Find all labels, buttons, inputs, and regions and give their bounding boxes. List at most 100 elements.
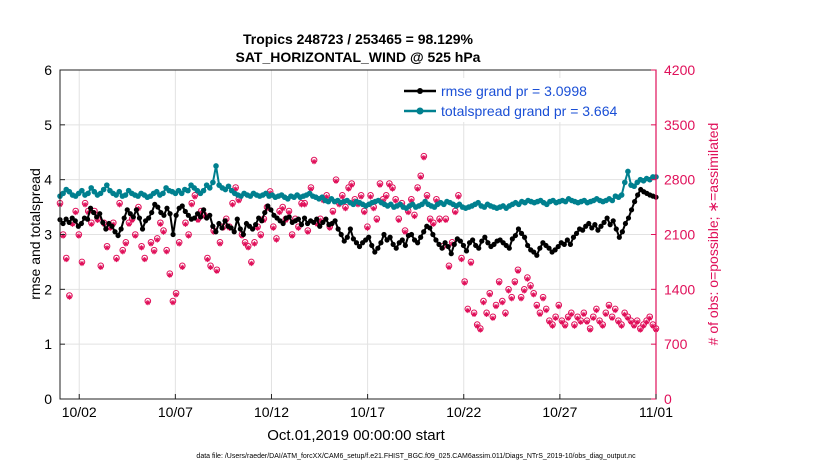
rmse-marker (470, 237, 476, 243)
rmse-marker (415, 240, 421, 246)
assimilated-marker (317, 217, 323, 223)
series-layer (56, 152, 660, 333)
rmse-marker (185, 212, 191, 218)
assimilated-marker (198, 209, 204, 216)
rmse-marker (512, 232, 519, 239)
assimilated-marker (132, 233, 138, 239)
rmse-marker (94, 214, 100, 220)
rmse-marker (580, 227, 586, 233)
totalspread-marker (213, 163, 219, 169)
assimilated-marker (186, 233, 192, 239)
rmse-marker (421, 229, 427, 235)
rmse-marker (375, 245, 381, 251)
assimilated-marker (524, 276, 530, 282)
totalspread-marker (104, 182, 110, 188)
assimilated-marker (207, 264, 214, 270)
assimilated-marker (192, 194, 198, 200)
x-tick-label-5: 10/27 (542, 404, 577, 420)
rmse-marker (448, 251, 454, 257)
assimilated-marker (63, 256, 69, 263)
rmse-marker (286, 214, 292, 220)
assimilated-marker (474, 323, 480, 329)
rmse-marker (146, 215, 152, 221)
series-rmse (57, 186, 659, 258)
rmse-marker (531, 249, 537, 255)
assimilated-marker (214, 268, 220, 274)
rmse-marker (87, 205, 94, 211)
rmse-marker (350, 236, 357, 242)
assimilated-marker (280, 206, 286, 212)
rmse-marker (534, 252, 540, 258)
assimilated-marker (493, 303, 499, 310)
rmse-marker (399, 237, 405, 243)
assimilated-marker (637, 327, 643, 333)
x-tick-label-0: 10/02 (62, 404, 97, 420)
rmse-marker (537, 245, 543, 251)
assimilated-marker (258, 233, 264, 239)
rmse-marker (476, 245, 482, 251)
x-tick-label-3: 10/17 (350, 404, 385, 420)
assimilated-marker (276, 209, 283, 216)
rmse-marker (402, 242, 408, 249)
assimilated-marker (424, 194, 430, 200)
assimilated-marker (565, 315, 571, 321)
assimilated-marker (88, 221, 94, 227)
y-right-tick-label-1: 700 (664, 336, 688, 352)
rmse-marker (207, 212, 213, 218)
rmse-marker (66, 219, 72, 226)
assimilated-marker (559, 319, 565, 325)
assimilated-marker (113, 256, 120, 263)
rmse-marker (393, 245, 399, 251)
assimilated-marker (600, 323, 606, 329)
totalspread-marker (206, 185, 213, 191)
rmse-marker (635, 192, 641, 198)
y-axis-right-label: # of obs: o=possible; ∗=assimilated (705, 123, 721, 346)
totalspread-marker (225, 183, 232, 190)
assimilated-marker (527, 284, 534, 290)
legend: rmse grand pr = 3.0998 totalspread grand… (398, 78, 650, 122)
rmse-marker (463, 248, 470, 254)
assimilated-marker (245, 245, 251, 251)
assimilated-marker (66, 294, 73, 300)
rmse-marker (369, 242, 375, 249)
assimilated-marker (126, 221, 132, 227)
rmse-marker (561, 241, 567, 247)
assimilated-marker (311, 159, 317, 165)
rmse-marker (546, 245, 552, 251)
rmse-marker (491, 241, 497, 247)
y-axis-left-label: rmse and totalspread (27, 168, 43, 300)
assimilated-marker (233, 186, 239, 192)
rmse-marker (237, 226, 243, 232)
rmse-marker (427, 225, 433, 231)
y-right-tick-label-2: 1400 (664, 281, 695, 297)
totalspread-marker (160, 190, 166, 197)
assimilated-marker (179, 264, 185, 270)
rmse-marker (231, 229, 237, 235)
rmse-marker (632, 199, 638, 205)
assimilated-marker (562, 323, 568, 329)
assimilated-marker (305, 229, 311, 235)
assimilated-marker (176, 241, 182, 247)
totalspread-marker (618, 192, 625, 198)
rmse-marker (356, 243, 363, 250)
assimilated-marker (345, 186, 352, 192)
rmse-marker (210, 223, 216, 229)
rmse-marker (170, 231, 176, 238)
rmse-marker (555, 243, 561, 250)
rmse-marker (521, 234, 528, 240)
chart-title-line1: Tropics 248723 / 253465 = 98.129% (243, 31, 474, 47)
assimilated-marker (531, 292, 537, 298)
assimilated-marker (546, 319, 552, 325)
assimilated-marker (405, 209, 411, 216)
assimilated-marker (229, 202, 236, 208)
rmse-marker (213, 229, 219, 235)
assimilated-marker (286, 209, 292, 216)
assimilated-marker (458, 256, 465, 263)
x-tick-label-2: 10/12 (254, 404, 289, 420)
rmse-marker (197, 214, 204, 220)
rmse-marker (518, 230, 525, 237)
rmse-marker (249, 226, 256, 232)
assimilated-marker (521, 288, 527, 294)
rmse-marker (430, 231, 436, 238)
rmse-marker (109, 223, 115, 229)
